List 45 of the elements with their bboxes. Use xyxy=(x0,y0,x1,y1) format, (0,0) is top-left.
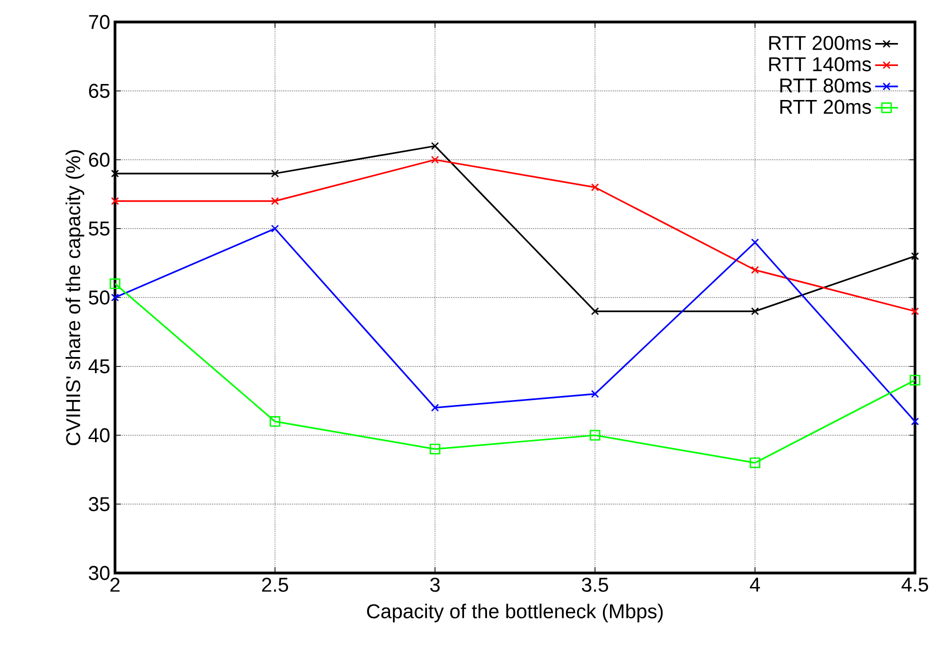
x-tick-label: 2.5 xyxy=(262,578,288,592)
x-tick-label: 2 xyxy=(110,578,120,592)
y-tick-label: 35 xyxy=(88,497,110,512)
point xyxy=(591,390,599,398)
point xyxy=(111,170,119,178)
x-tick-label: 3 xyxy=(430,578,440,592)
point xyxy=(751,307,759,316)
point xyxy=(111,197,119,206)
point xyxy=(591,183,599,192)
point xyxy=(590,430,600,441)
point xyxy=(431,404,439,412)
point xyxy=(271,224,279,233)
point xyxy=(270,416,280,427)
y-tick-label: 65 xyxy=(89,84,110,98)
point xyxy=(911,307,919,316)
point xyxy=(271,197,279,206)
x-tick-label: 4 xyxy=(750,578,760,592)
point xyxy=(911,252,919,260)
x-axis-title: Capacity of the bottleneck (Mbps) xyxy=(367,604,663,622)
point xyxy=(910,374,920,386)
legend-label: RTT 80ms xyxy=(780,78,871,93)
point xyxy=(431,156,439,164)
legend-label: RTT 200ms xyxy=(769,36,871,50)
y-tick-label: 45 xyxy=(88,359,110,374)
y-tick-label: 50 xyxy=(88,290,110,305)
point xyxy=(111,294,119,302)
point xyxy=(430,444,440,454)
point xyxy=(110,278,120,290)
y-tick-label: 55 xyxy=(88,222,110,236)
x-tick-label: 4.5 xyxy=(902,578,928,592)
point xyxy=(591,307,599,316)
point xyxy=(911,418,919,426)
point xyxy=(750,457,760,468)
y-tick-label: 70 xyxy=(89,14,110,30)
y-tick-label: 60 xyxy=(89,152,110,167)
y-tick-label: 30 xyxy=(88,566,110,580)
point xyxy=(271,170,279,178)
y-axis-title: CVIHIS' share of the capacity (%) xyxy=(66,150,84,446)
y-tick-label: 40 xyxy=(88,428,110,442)
point xyxy=(751,238,759,246)
x-tick-label: 3.5 xyxy=(582,578,608,592)
legend-label: RTT 140ms xyxy=(769,57,871,72)
legend-label: RTT 20ms xyxy=(780,100,871,114)
point xyxy=(431,142,439,150)
point xyxy=(751,266,759,274)
